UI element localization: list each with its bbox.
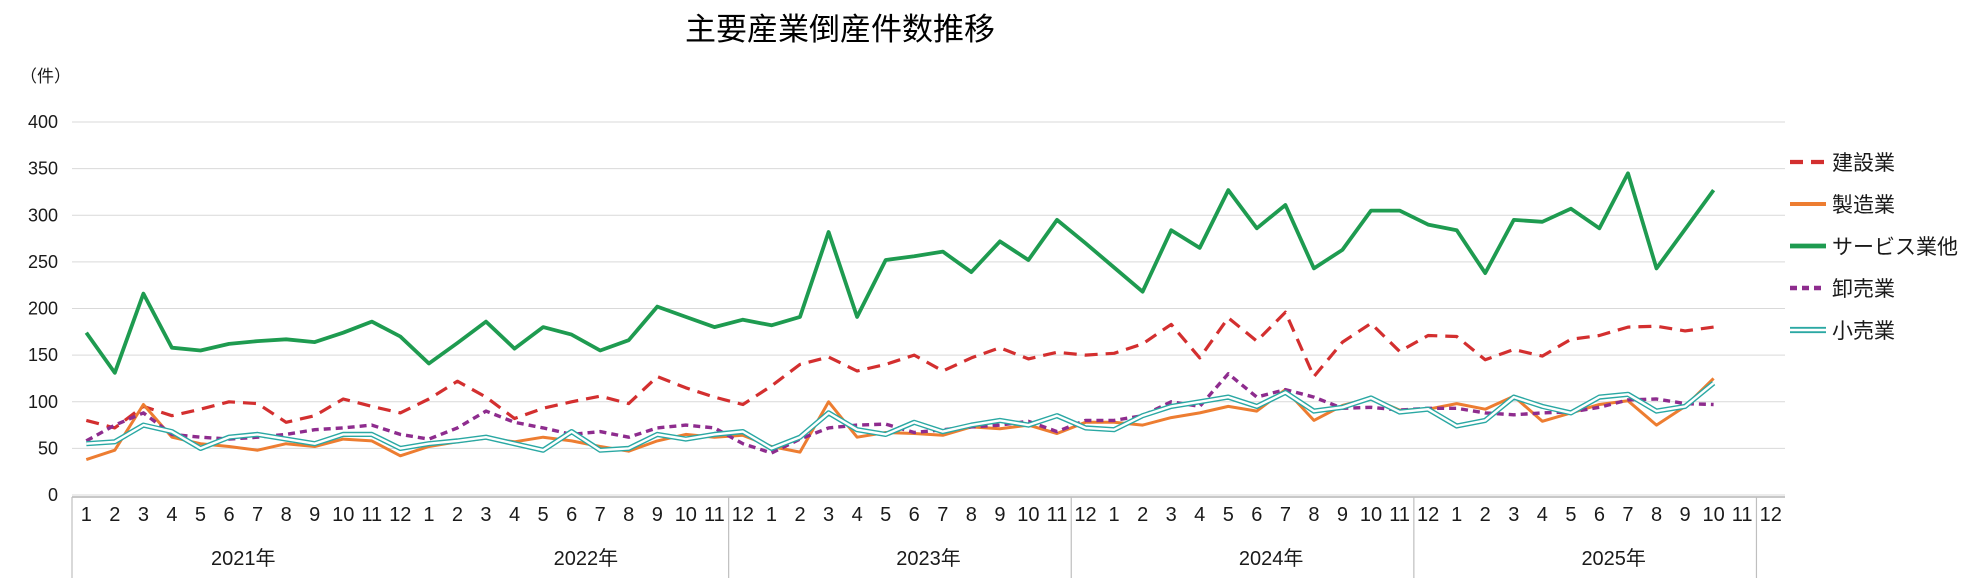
x-axis-month-label: 2: [1137, 504, 1148, 526]
x-axis-month-label: 10: [1360, 504, 1382, 526]
y-axis-tick-label: 0: [48, 485, 58, 505]
x-axis-month-label: 6: [909, 504, 920, 526]
x-axis-month-label: 9: [652, 504, 663, 526]
legend-item: 建設業: [1790, 152, 1895, 175]
x-axis-month-label: 1: [423, 504, 434, 526]
x-axis-month-label: 4: [1537, 504, 1548, 526]
x-axis-month-label: 7: [595, 504, 606, 526]
x-axis-month-label: 7: [1622, 504, 1633, 526]
x-axis-month-label: 8: [281, 504, 292, 526]
x-axis-month-label: 11: [1389, 504, 1410, 526]
x-axis-year-label: 2025年: [1581, 547, 1646, 570]
x-axis-month-label: 2: [1480, 504, 1491, 526]
y-axis-tick-label: 100: [28, 392, 58, 412]
y-axis-tick-label: 300: [28, 205, 58, 225]
y-axis-tick-label: 400: [28, 112, 58, 132]
legend-label: 小売業: [1832, 320, 1895, 343]
x-axis-month-label: 2: [109, 504, 120, 526]
x-axis-month-label: 9: [1337, 504, 1348, 526]
x-axis-month-label: 4: [166, 504, 177, 526]
x-axis-month-label: 8: [623, 504, 634, 526]
x-axis-month-label: 6: [223, 504, 234, 526]
x-axis-month-label: 5: [195, 504, 206, 526]
x-axis-year-label: 2021年: [211, 547, 276, 570]
x-axis-month-label: 12: [1417, 504, 1439, 526]
series-services: [84, 171, 1716, 375]
legend-item: 卸売業: [1790, 278, 1895, 301]
x-axis-year-label: 2024年: [1239, 547, 1304, 570]
series-manufacturing: [85, 377, 1715, 462]
x-axis-month-label: 11: [361, 504, 382, 526]
x-axis-month-label: 10: [332, 504, 354, 526]
x-axis-month-label: 5: [1565, 504, 1576, 526]
y-axis-unit-label: （件）: [20, 67, 71, 86]
x-axis-month-label: 1: [81, 504, 92, 526]
x-axis-month-label: 12: [732, 504, 754, 526]
x-axis-month-label: 11: [1732, 504, 1753, 526]
x-axis-year-label: 2022年: [554, 547, 619, 570]
x-axis-month-label: 11: [704, 504, 725, 526]
x-axis-month-label: 4: [509, 504, 520, 526]
series-retail: [86, 381, 1716, 453]
y-axis-tick-label: 50: [38, 438, 58, 458]
x-axis-month-label: 12: [1760, 504, 1782, 526]
x-axis-month-label: 10: [675, 504, 697, 526]
legend-label: サービス業他: [1832, 236, 1958, 259]
x-axis-month-label: 6: [1594, 504, 1605, 526]
x-axis-month-label: 11: [1047, 504, 1068, 526]
x-axis-month-label: 12: [389, 504, 411, 526]
x-axis-month-label: 3: [823, 504, 834, 526]
x-axis-month-label: 2: [794, 504, 805, 526]
x-axis-month-label: 4: [852, 504, 863, 526]
legend-item: 小売業: [1790, 320, 1895, 343]
x-axis-month-label: 1: [1451, 504, 1462, 526]
y-axis-tick-label: 150: [28, 345, 58, 365]
page-title: 主要産業倒産件数推移: [685, 12, 995, 47]
x-axis-month-label: 4: [1194, 504, 1205, 526]
x-axis-month-label: 7: [1280, 504, 1291, 526]
y-axis-tick-label: 200: [28, 299, 58, 319]
x-axis-month-label: 6: [566, 504, 577, 526]
series-construction: [85, 310, 1714, 430]
x-axis-month-label: 5: [1223, 504, 1234, 526]
x-axis-month-label: 12: [1074, 504, 1096, 526]
x-axis-month-label: 8: [966, 504, 977, 526]
x-axis-month-label: 3: [1508, 504, 1519, 526]
x-axis-month-label: 3: [1166, 504, 1177, 526]
x-axis-month-label: 9: [1680, 504, 1691, 526]
x-axis-month-label: 3: [138, 504, 149, 526]
y-axis-tick-label: 350: [28, 159, 58, 179]
x-axis-month-label: 2: [452, 504, 463, 526]
x-axis-month-label: 6: [1251, 504, 1262, 526]
x-axis-month-label: 7: [937, 504, 948, 526]
series-retail-inner: [86, 382, 1715, 452]
legend-item: 製造業: [1790, 194, 1895, 217]
legend-label: 製造業: [1832, 194, 1895, 217]
x-axis-year-label: 2023年: [896, 547, 961, 570]
x-axis-month-label: 8: [1308, 504, 1319, 526]
legend-item: サービス業他: [1790, 236, 1958, 259]
x-axis-month-label: 8: [1651, 504, 1662, 526]
x-axis-month-label: 10: [1703, 504, 1725, 526]
x-axis-month-label: 10: [1017, 504, 1039, 526]
legend-label: 建設業: [1832, 152, 1895, 175]
y-axis-tick-label: 250: [28, 252, 58, 272]
x-axis-month-label: 1: [1109, 504, 1120, 526]
x-axis-month-label: 3: [480, 504, 491, 526]
x-axis-month-label: 5: [538, 504, 549, 526]
x-axis-month-label: 9: [994, 504, 1005, 526]
x-axis-month-label: 1: [766, 504, 777, 526]
legend-label: 卸売業: [1832, 278, 1895, 301]
x-axis-month-label: 5: [880, 504, 891, 526]
x-axis-month-label: 7: [252, 504, 263, 526]
x-axis-month-label: 9: [309, 504, 320, 526]
